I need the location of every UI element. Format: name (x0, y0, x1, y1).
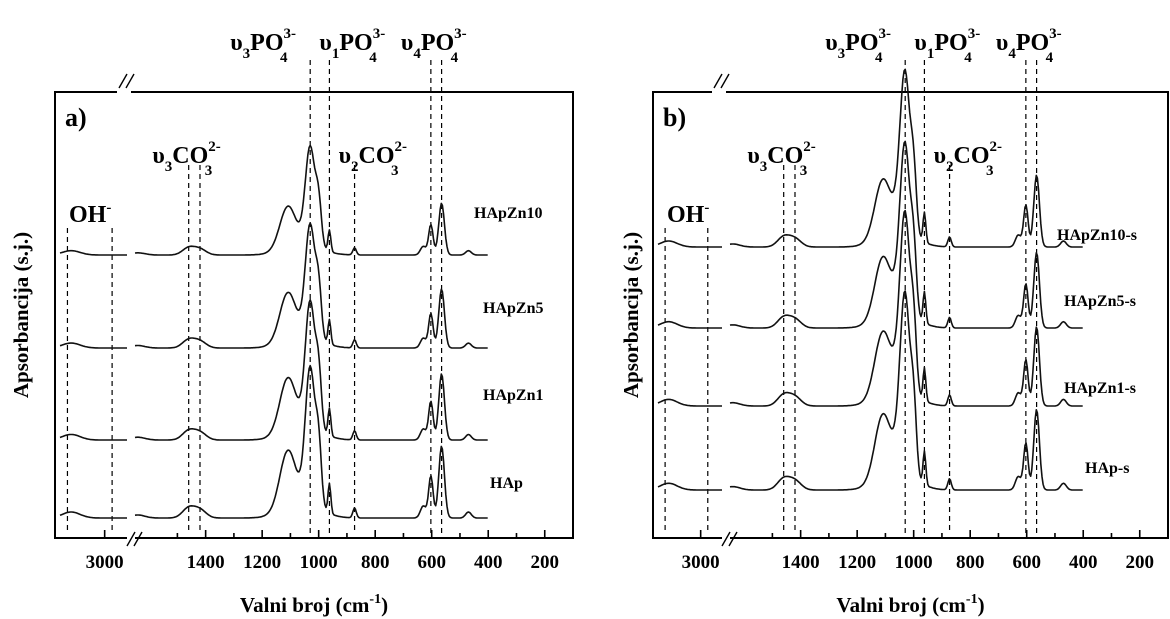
chart-panel-b: 3000 1400 1200 1000 800 600 400 200 HApZn10-s HAp… (619, 26, 1169, 617)
panel-label: a) (65, 103, 87, 132)
x-axis-title: Valni broj (cm-1) (836, 592, 984, 617)
x-tick-label: 1400 (782, 552, 820, 573)
series-label: HApZn10 (474, 205, 542, 222)
po4-v1-annotation: υ1PO3-4 (319, 26, 385, 66)
po4-v4-annotation: υ4PO3-4 (401, 26, 467, 66)
oh-annotation: OH- (667, 200, 709, 228)
y-axis-title: Apsorbancija (s.j.) (9, 232, 33, 398)
x-tick-label: 800 (361, 552, 390, 573)
spectrum-line (657, 209, 1083, 407)
axis-break-mark (728, 531, 738, 547)
series-label: HApZn5 (483, 300, 543, 317)
axis-break-mark (126, 531, 136, 547)
spectrum-line (657, 140, 1083, 329)
co3-v2-annotation: υ2CO2-3 (934, 139, 1002, 179)
oh-annotation: OH- (69, 200, 111, 228)
x-tick-label: 800 (956, 552, 985, 573)
series-label: HAp-s (1085, 460, 1129, 477)
plot-frame (652, 91, 1169, 539)
po4-v3-annotation: υ3PO3-4 (825, 26, 891, 66)
po4-v3-annotation: υ3PO3-4 (230, 26, 296, 66)
axis-break-mark (118, 73, 128, 89)
x-axis-title: Valni broj (cm-1) (240, 592, 388, 617)
axis-break-mark (713, 73, 723, 89)
po4-v1-annotation: υ1PO3-4 (914, 26, 980, 66)
spectrum-line (657, 68, 1083, 248)
spectrum-line (59, 364, 488, 519)
x-tick-label: 1000 (895, 552, 933, 573)
co3-v3-annotation: υ3CO2-3 (747, 139, 815, 179)
x-tick-label: 600 (1012, 552, 1041, 573)
axis-break-mark (721, 531, 731, 547)
axis-break-mark (720, 73, 730, 89)
x-tick-label: 1200 (838, 552, 876, 573)
po4-v4-annotation: υ4PO3-4 (996, 26, 1062, 66)
chart-panel-a: 3000 1400 1200 1000 800 600 400 200 HApZn10 HApZn… (9, 26, 574, 617)
x-tick-label: 1400 (187, 552, 225, 573)
x-tick-label: 200 (1125, 552, 1154, 573)
x-tick-label: 1000 (300, 552, 338, 573)
y-axis-title: Apsorbancija (s.j.) (619, 232, 643, 398)
x-tick-label: 400 (474, 552, 503, 573)
x-tick-label: 200 (530, 552, 559, 573)
axis-break-mark (133, 531, 143, 547)
series-label: HApZn10-s (1057, 227, 1137, 244)
x-tick-label: 3000 (682, 552, 720, 573)
x-tick-label: 3000 (86, 552, 124, 573)
series-label: HApZn1-s (1064, 380, 1136, 397)
series-label: HApZn1 (483, 387, 543, 404)
x-tick-label: 1200 (243, 552, 281, 573)
axis-break-mark (125, 73, 135, 89)
plot-frame (54, 91, 574, 539)
panel-label: b) (663, 103, 686, 132)
x-tick-label: 400 (1069, 552, 1098, 573)
series-label: HAp (490, 475, 523, 492)
spectrum-line (657, 290, 1083, 491)
series-label: HApZn5-s (1064, 293, 1136, 310)
co3-v2-annotation: υ2CO2-3 (339, 139, 407, 179)
x-tick-label: 600 (417, 552, 446, 573)
spectrum-line (59, 299, 488, 441)
co3-v3-annotation: υ3CO2-3 (152, 139, 220, 179)
spectrum-line (59, 222, 488, 349)
spectrum-line (59, 144, 488, 256)
